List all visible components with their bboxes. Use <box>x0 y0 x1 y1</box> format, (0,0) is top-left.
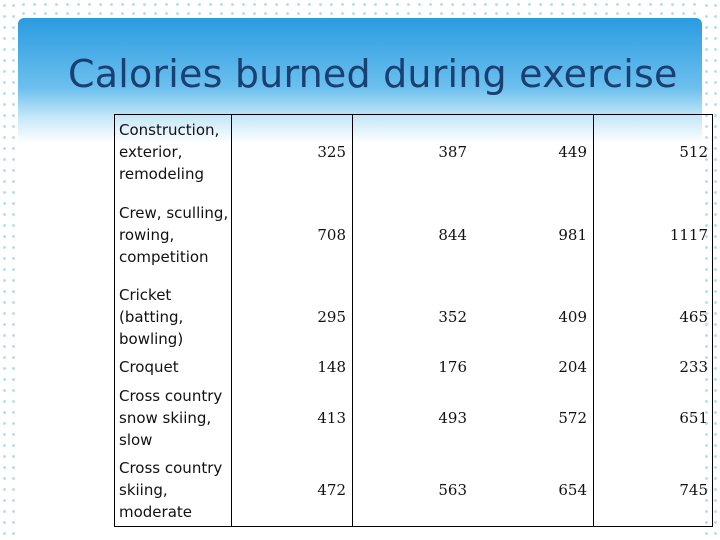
cell-value: 325 <box>231 114 353 188</box>
cell-value: 844 <box>438 225 467 244</box>
cell-value: 176 <box>438 358 467 376</box>
activity-name: Construction, exterior, remodeling <box>114 114 232 188</box>
top-sparkle-border <box>18 0 702 18</box>
cell-value: 981 <box>558 225 587 244</box>
cell-value: 409 <box>558 307 587 326</box>
cell-value: 295 <box>231 281 353 352</box>
cell-value: 472 <box>231 454 353 527</box>
cell-value: 512 <box>593 114 713 188</box>
cell-value: 449 <box>473 114 594 188</box>
cell-value: 572 <box>558 409 587 427</box>
cell-value: 413 <box>231 382 353 454</box>
cell-value: 654 <box>473 454 594 527</box>
activity-name: Cross country snow skiing, slow <box>114 382 232 454</box>
cell-value: 465 <box>593 281 713 352</box>
calories-table: Construction, exterior, remodeling 325 3… <box>114 114 713 527</box>
cell-value: 233 <box>593 352 713 382</box>
cell-value: 651 <box>593 382 713 454</box>
left-sparkle-border <box>0 0 18 540</box>
cell-value: 352 <box>438 307 467 326</box>
table-row: Cross country snow skiing, slow 413 493 … <box>114 382 713 454</box>
cell-value: 1117 <box>593 188 713 281</box>
slide-title: Calories burned during exercise <box>68 52 678 96</box>
table-row: Crew, sculling, rowing, competition 708 … <box>114 188 713 281</box>
cell-value: 493 <box>438 409 467 427</box>
cell-value: 204 <box>558 358 587 376</box>
activity-name: Crew, sculling, rowing, competition <box>114 188 232 281</box>
cell-value: 745 <box>593 454 713 527</box>
cell-value: 708 <box>231 188 353 281</box>
cell-value: 148 <box>231 352 353 382</box>
cell-value: 563 <box>352 454 473 527</box>
table-row: Cricket (batting, bowling) 295 352 409 4… <box>114 281 713 352</box>
table-row: Construction, exterior, remodeling 325 3… <box>114 114 713 188</box>
activity-name: Cross country skiing, moderate <box>114 454 232 527</box>
activity-name: Croquet <box>114 352 232 382</box>
cell-value: 387 <box>352 114 473 188</box>
table-row: Cross country skiing, moderate 472 563 6… <box>114 454 713 527</box>
table-row: Croquet 148 176 204 233 <box>114 352 713 382</box>
activity-name: Cricket (batting, bowling) <box>114 281 232 352</box>
